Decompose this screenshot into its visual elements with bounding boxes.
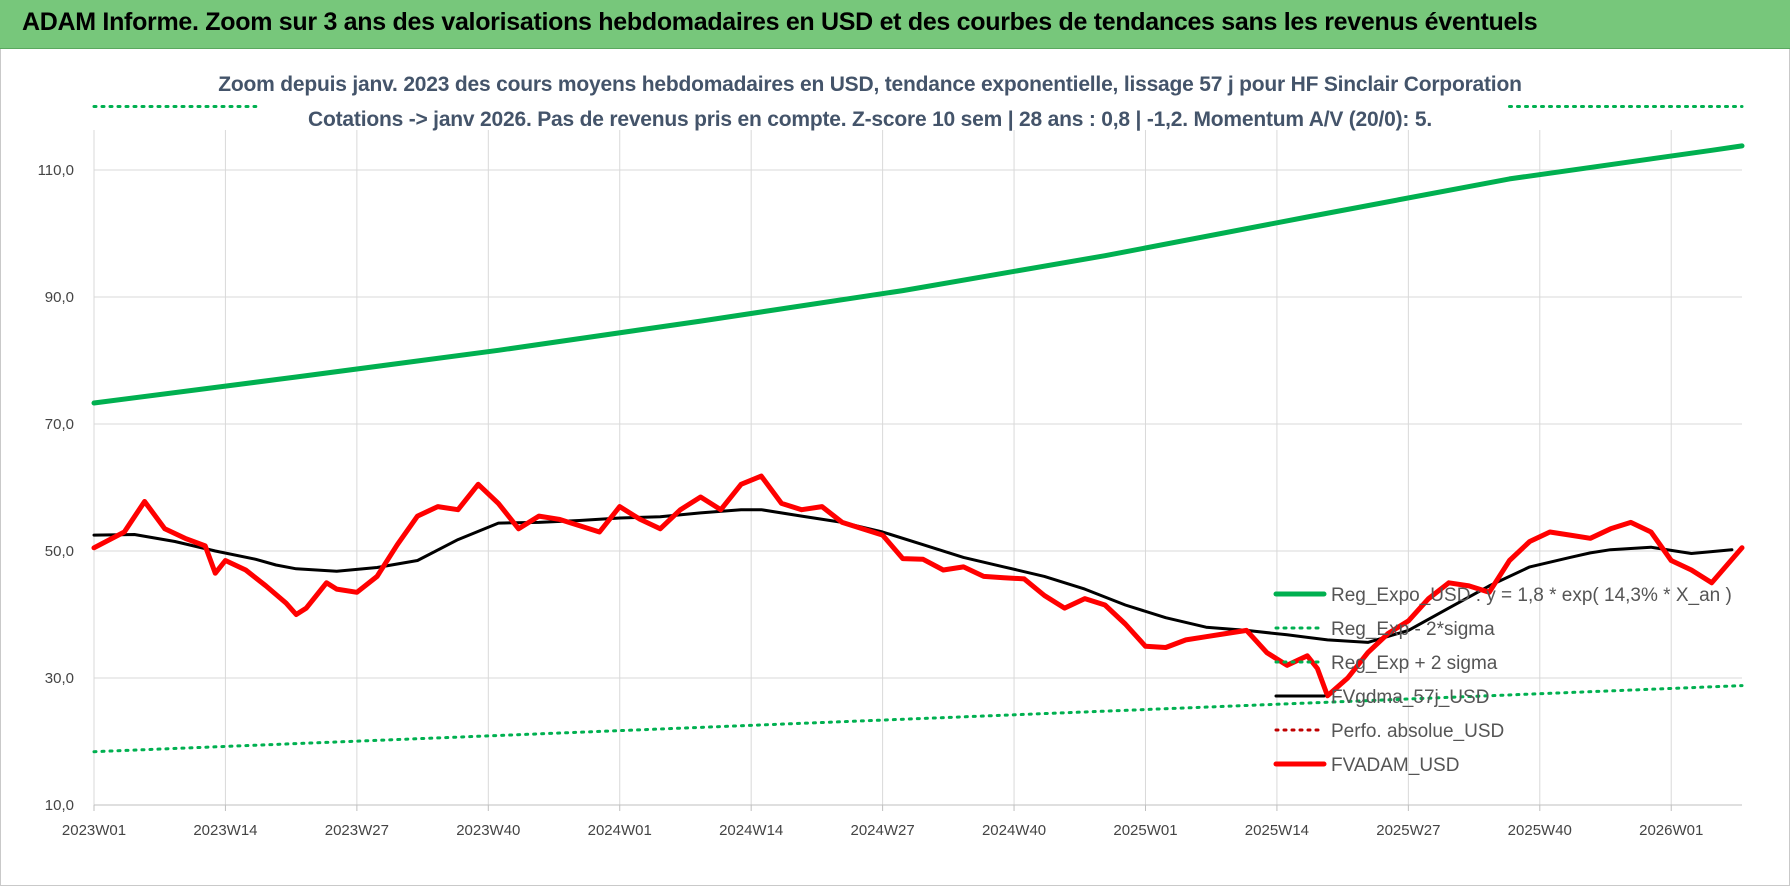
- legend-label: Reg_Exp - 2*sigma: [1331, 619, 1495, 640]
- x-tick-label: 2024W27: [851, 822, 915, 839]
- x-tick-label: 2025W40: [1508, 822, 1572, 839]
- x-tick-label: 2023W27: [325, 822, 389, 839]
- report-title: ADAM Informe. Zoom sur 3 ans des valoris…: [22, 8, 1538, 36]
- report-banner: ADAM Informe. Zoom sur 3 ans des valoris…: [0, 0, 1790, 49]
- x-tick-label: 2024W14: [719, 822, 783, 839]
- x-tick-label: 2023W40: [456, 822, 520, 839]
- y-tick-label: 10,0: [45, 797, 74, 814]
- chart-subtitle: Cotations -> janv 2026. Pas de revenus p…: [308, 108, 1432, 131]
- x-tick-label: 2025W01: [1113, 822, 1177, 839]
- legend-label: Reg_Expo_USD : y = 1,8 * exp( 14,3% * X_…: [1331, 585, 1732, 606]
- x-tick-label: 2023W14: [193, 822, 257, 839]
- x-tick-label: 2024W40: [982, 822, 1046, 839]
- x-tick-label: 2025W27: [1376, 822, 1440, 839]
- chart-grid: [93, 130, 1742, 806]
- y-axis: 10,0 30,0 50,0 70,0 90,0 110,0: [38, 162, 74, 814]
- legend-label: Reg_Exp + 2 sigma: [1331, 653, 1498, 674]
- x-tick-label: 2024W01: [588, 822, 652, 839]
- series-line-1: [92, 684, 1744, 754]
- x-tick-label: 2025W14: [1245, 822, 1309, 839]
- chart-series: [91, 105, 1745, 754]
- x-axis: 2023W01 2023W14 2023W27 2023W40 2024W01 2024W…: [62, 805, 1703, 839]
- legend-label: FVgdma_57j_USD: [1331, 687, 1489, 708]
- chart-legend: Reg_Expo_USD : y = 1,8 * exp( 14,3% * X_…: [1273, 585, 1732, 776]
- y-tick-label: 30,0: [45, 670, 74, 687]
- legend-label: FVADAM_USD: [1331, 755, 1459, 776]
- legend-label: Perfo. absolue_USD: [1331, 721, 1504, 742]
- series-line-5: [91, 473, 1745, 699]
- chart-title: Zoom depuis janv. 2023 des cours moyens …: [218, 73, 1522, 96]
- y-tick-label: 50,0: [45, 543, 74, 560]
- y-tick-label: 90,0: [45, 289, 74, 306]
- x-tick-label: 2026W01: [1639, 822, 1703, 839]
- x-tick-label: 2023W01: [62, 822, 126, 839]
- series-line-0: [91, 143, 1745, 406]
- y-tick-label: 110,0: [38, 162, 74, 179]
- y-tick-label: 70,0: [45, 416, 74, 433]
